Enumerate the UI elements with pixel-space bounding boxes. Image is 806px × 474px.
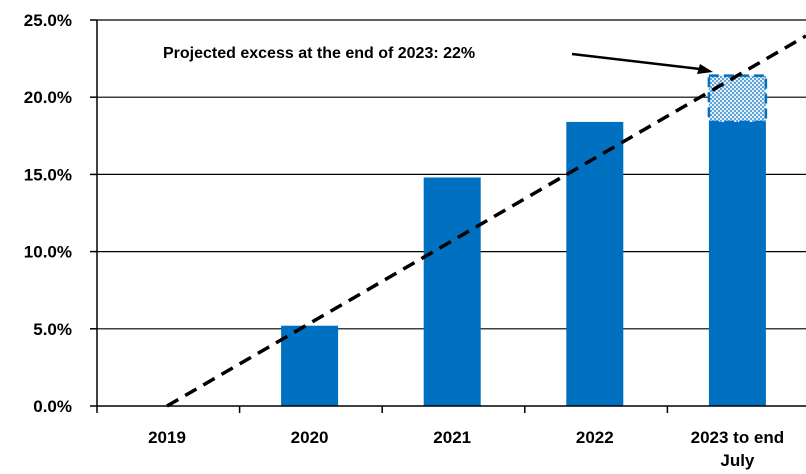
y-tick-label: 20.0% <box>24 88 72 107</box>
bar-2023-to-end-July <box>708 121 766 407</box>
x-tick-label: July <box>720 451 755 470</box>
annotation-arrowhead <box>697 64 713 74</box>
y-tick-label: 15.0% <box>24 165 72 184</box>
trend-line <box>166 34 806 408</box>
tick-labels: 0.0% 5.0% 10.0% 15.0% 20.0% 25.0% 2019 2020 2021… <box>24 11 784 470</box>
trend-line-group <box>166 34 806 408</box>
y-tick-label: 0.0% <box>33 397 72 416</box>
y-tick-label: 10.0% <box>24 243 72 262</box>
bar-2021 <box>423 177 481 406</box>
annotation-arrow <box>571 52 701 71</box>
annotation-text: Projected excess at the end of 2023: 22% <box>163 45 475 62</box>
x-tick-label: 2021 <box>433 428 471 447</box>
y-tick-label: 5.0% <box>33 320 72 339</box>
x-tick-label: 2022 <box>576 428 614 447</box>
gridlines <box>97 19 806 330</box>
axes <box>90 19 806 413</box>
annotation-group: Projected excess at the end of 2023: 22% <box>163 45 713 74</box>
x-tick-label: 2020 <box>291 428 329 447</box>
projected-excess-bar <box>707 74 768 124</box>
y-tick-label: 25.0% <box>24 11 72 30</box>
x-tick-label: 2019 <box>148 428 186 447</box>
bar-2022 <box>566 121 624 407</box>
x-tick-label: 2023 to end <box>691 428 785 447</box>
bar-2020 <box>281 325 339 406</box>
bars <box>281 74 768 407</box>
